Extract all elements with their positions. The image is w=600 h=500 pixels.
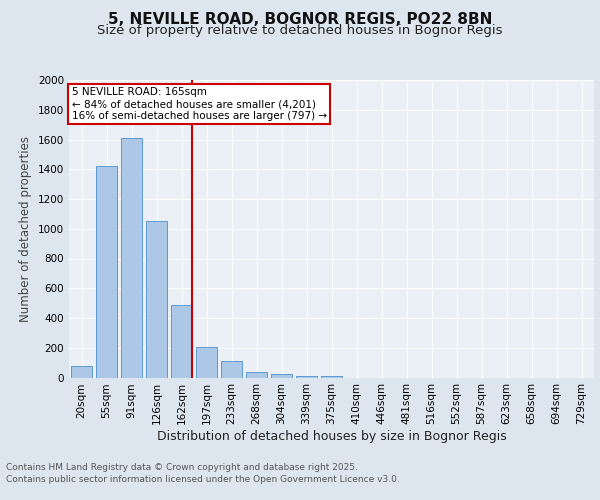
Bar (146, 222, 167, 378)
Text: Contains HM Land Registry data © Crown copyright and database right 2025.: Contains HM Land Registry data © Crown c… (6, 462, 358, 471)
X-axis label: Distribution of detached houses by size in Bognor Regis: Distribution of detached houses by size … (157, 430, 506, 443)
Text: 5 NEVILLE ROAD: 165sqm
← 84% of detached houses are smaller (4,201)
16% of semi-: 5 NEVILLE ROAD: 165sqm ← 84% of detached… (71, 88, 327, 120)
Text: Contains public sector information licensed under the Open Government Licence v3: Contains public sector information licen… (6, 475, 400, 484)
Bar (121, 138, 142, 378)
Bar (246, 372, 267, 378)
Bar (271, 374, 292, 378)
Bar (171, 304, 192, 378)
Bar (96, 166, 117, 378)
Text: Size of property relative to detached houses in Bognor Regis: Size of property relative to detached ho… (97, 24, 503, 37)
Text: 5, NEVILLE ROAD, BOGNOR REGIS, PO22 8BN: 5, NEVILLE ROAD, BOGNOR REGIS, PO22 8BN (108, 12, 492, 28)
Bar (196, 347, 217, 378)
Bar (321, 376, 342, 378)
Bar (221, 361, 242, 378)
Bar (296, 376, 317, 378)
Bar (71, 366, 92, 378)
Y-axis label: Number of detached properties: Number of detached properties (19, 136, 32, 322)
